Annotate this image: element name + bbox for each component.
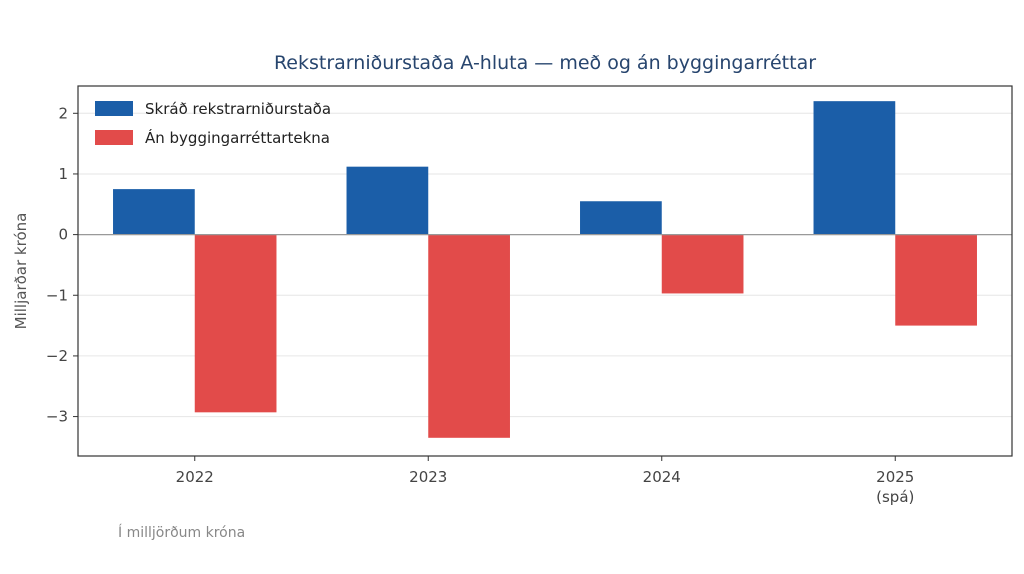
- chart-note: Í milljörðum króna: [118, 524, 245, 541]
- legend: Skráð rekstrarniðurstaða Án byggingarrét…: [95, 100, 331, 147]
- legend-swatch-without-building-rights: [95, 130, 133, 145]
- bar-without-building-rights: [194, 234, 277, 413]
- legend-label-without-building-rights: Án byggingarréttartekna: [145, 128, 330, 147]
- legend-label-recorded: Skráð rekstrarniðurstaða: [145, 100, 331, 118]
- bar-recorded: [813, 101, 896, 235]
- x-tick-label: (spá): [876, 488, 914, 506]
- x-tick-label: 2025: [876, 468, 914, 486]
- bar-recorded: [113, 189, 195, 235]
- plot-frame: [77, 85, 1013, 457]
- y-tick-label: −2: [46, 347, 68, 365]
- x-axis-ticks: 2022 2023 2024 2025 (spá): [176, 456, 914, 506]
- legend-swatch-recorded: [95, 101, 133, 116]
- y-tick-label: −3: [46, 408, 68, 426]
- y-axis-ticks: 2 1 0 −1 −2 −3: [46, 104, 78, 426]
- bar-without-building-rights: [661, 234, 744, 294]
- y-axis-label: Milljarðar króna: [12, 213, 30, 330]
- y-tick-label: 1: [58, 165, 68, 183]
- chart-title: Rekstrarniðurstaða A-hluta — með og án b…: [274, 52, 816, 74]
- bar-without-building-rights: [428, 234, 510, 438]
- x-tick-label: 2023: [409, 468, 447, 486]
- y-tick-label: −1: [46, 286, 68, 304]
- bar-recorded: [346, 166, 429, 235]
- y-tick-label: 0: [58, 226, 68, 244]
- bars: [113, 101, 977, 438]
- bar-without-building-rights: [895, 234, 977, 326]
- y-tick-label: 2: [58, 104, 68, 122]
- bar-recorded: [580, 201, 662, 235]
- x-tick-label: 2022: [176, 468, 214, 486]
- x-tick-label: 2024: [643, 468, 681, 486]
